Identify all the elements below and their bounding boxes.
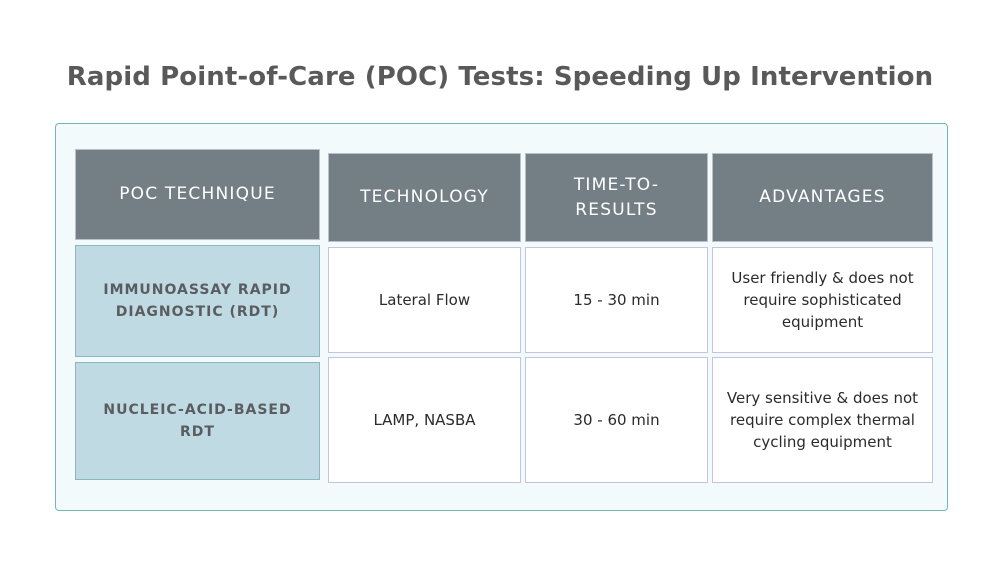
table-cell-time: 15 - 30 min	[525, 247, 708, 353]
row-label-line1: IMMUNOASSAY RAPID	[103, 282, 292, 298]
header-advantages: ADVANTAGES	[712, 153, 933, 242]
cell-advantages-line1: User friendly & does not	[731, 269, 914, 287]
header-technology-label: TECHNOLOGY	[360, 187, 489, 207]
table-cell-technology: LAMP, NASBA	[328, 357, 521, 483]
table-cell-advantages: Very sensitive & does not require comple…	[712, 357, 933, 483]
cell-time-text: 30 - 60 min	[573, 411, 660, 429]
header-advantages-label: ADVANTAGES	[759, 187, 886, 207]
table-cell-advantages: User friendly & does not require sophist…	[712, 247, 933, 353]
header-time-line2: RESULTS	[575, 199, 658, 220]
cell-advantages-line2: require sophisticated	[743, 291, 902, 309]
page-title: Rapid Point-of-Care (POC) Tests: Speedin…	[66, 62, 934, 92]
row-label-line2: RDT	[180, 424, 215, 440]
table-cell-technology: Lateral Flow	[328, 247, 521, 353]
cell-advantages-line2: require complex thermal	[730, 411, 915, 429]
cell-advantages-line1: Very sensitive & does not	[726, 389, 919, 407]
header-time-line1: TIME-TO-	[573, 174, 660, 195]
table-cell-time: 30 - 60 min	[525, 357, 708, 483]
cell-advantages-line3: cycling equipment	[753, 433, 892, 451]
row-label-line2: DIAGNOSTIC (RDT)	[115, 304, 280, 320]
row-label-line1: NUCLEIC-ACID-BASED	[103, 402, 292, 418]
header-technology: TECHNOLOGY	[328, 153, 521, 242]
cell-technology-text: Lateral Flow	[378, 291, 471, 309]
row-label-immunoassay: IMMUNOASSAY RAPID DIAGNOSTIC (RDT)	[75, 245, 320, 357]
header-poc-technique: POC TECHNIQUE	[75, 149, 320, 240]
header-time-to-results: TIME-TO- RESULTS	[525, 153, 708, 242]
row-label-nucleic-acid: NUCLEIC-ACID-BASED RDT	[75, 362, 320, 480]
header-poc-technique-label: POC TECHNIQUE	[119, 184, 276, 204]
cell-advantages-line3: equipment	[781, 313, 864, 331]
cell-time-text: 15 - 30 min	[573, 291, 660, 309]
cell-technology-text: LAMP, NASBA	[373, 411, 476, 429]
